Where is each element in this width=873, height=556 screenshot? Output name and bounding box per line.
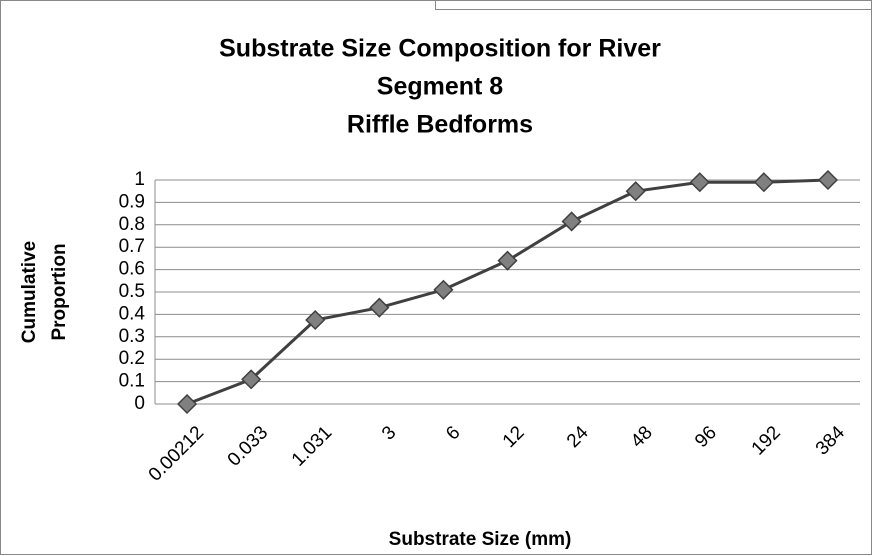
- y-tick-label: 0.8: [119, 214, 145, 235]
- data-marker: [753, 172, 774, 193]
- y-tick-label: 0.6: [119, 259, 145, 280]
- data-marker: [689, 172, 710, 193]
- y-axis-title: Cumulative: [19, 241, 40, 343]
- data-marker: [497, 250, 518, 271]
- y-tick-label: 0: [134, 393, 145, 414]
- data-marker: [625, 181, 646, 202]
- y-tick-label: 0.1: [119, 371, 145, 392]
- y-tick-label: 0.3: [119, 326, 145, 347]
- chart-title: Segment 8: [377, 73, 504, 101]
- y-tick-label: 1: [134, 169, 145, 190]
- data-marker: [369, 297, 390, 318]
- y-axis-title: Proportion: [49, 243, 70, 340]
- data-marker: [241, 369, 262, 390]
- y-tick-label: 0.2: [119, 348, 145, 369]
- chart-title: Riffle Bedforms: [347, 111, 533, 139]
- y-tick-label: 0.7: [119, 236, 145, 257]
- y-tick-label: 0.4: [119, 303, 146, 324]
- frame-tab: [435, 0, 872, 10]
- data-marker: [305, 309, 326, 331]
- data-marker: [433, 279, 454, 300]
- x-axis-title: Substrate Size (mm): [389, 529, 572, 550]
- data-marker: [176, 393, 198, 415]
- y-tick-label: 0.5: [119, 281, 145, 302]
- y-tick-label: 0.9: [119, 191, 145, 212]
- chart-title: Substrate Size Composition for River: [219, 35, 661, 63]
- data-marker: [561, 211, 582, 232]
- data-marker: [817, 169, 839, 191]
